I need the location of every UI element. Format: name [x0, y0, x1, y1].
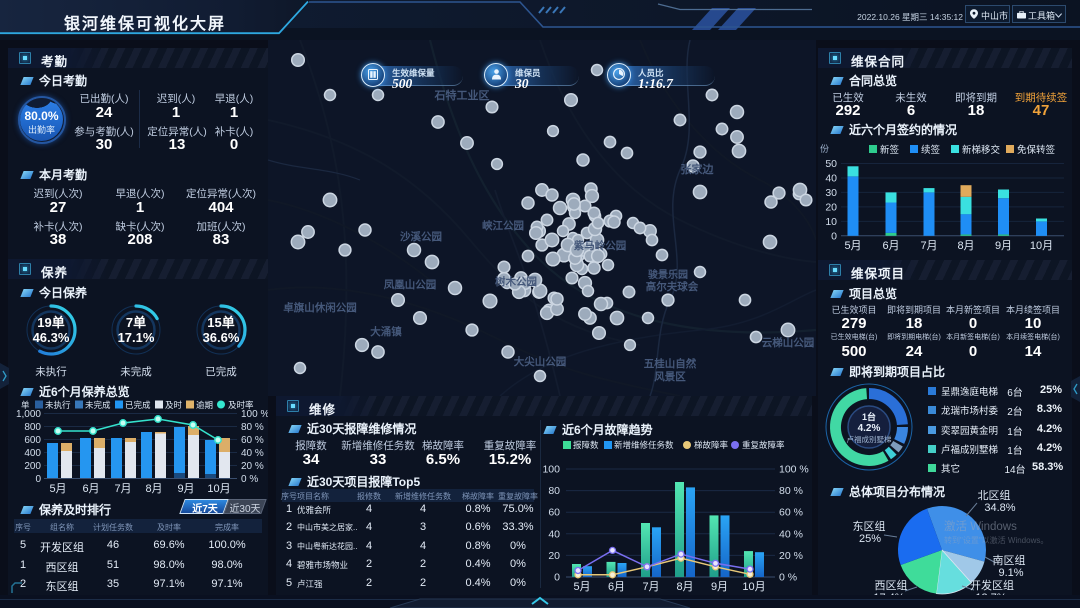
svg-text:7月: 7月 [920, 240, 937, 252]
svg-text:40: 40 [825, 173, 837, 185]
svg-text:已完成: 已完成 [125, 400, 151, 410]
svg-text:开发区组: 开发区组 [970, 578, 1014, 592]
svg-text:10: 10 [825, 216, 837, 228]
svg-text:6月: 6月 [82, 483, 99, 495]
svg-text:10月: 10月 [207, 483, 230, 495]
svg-text:激活 Windows: 激活 Windows [944, 519, 1017, 533]
svg-text:五桂山自然: 五桂山自然 [644, 357, 697, 370]
svg-text:逾期: 逾期 [196, 400, 213, 410]
svg-text:西区组: 西区组 [875, 578, 908, 592]
svg-text:8月: 8月 [957, 240, 974, 252]
svg-text:沙溪公园: 沙溪公园 [400, 230, 442, 243]
svg-text:未执行: 未执行 [45, 400, 71, 410]
svg-text:50: 50 [825, 158, 837, 170]
svg-text:7单: 7单 [126, 315, 146, 330]
svg-text:25%: 25% [859, 533, 881, 545]
svg-text:转到"设置"以激活 Windows。: 转到"设置"以激活 Windows。 [944, 535, 1048, 545]
svg-text:北区组: 北区组 [978, 490, 1011, 502]
svg-text:30: 30 [825, 187, 837, 199]
svg-text:5月: 5月 [573, 581, 590, 593]
svg-text:100 %: 100 % [779, 464, 809, 476]
svg-text:单: 单 [21, 400, 30, 410]
svg-text:8月: 8月 [676, 581, 693, 593]
svg-text:未完成: 未完成 [85, 400, 111, 410]
svg-text:凤凰山公园: 凤凰山公园 [384, 278, 437, 291]
svg-text:南区组: 南区组 [993, 553, 1026, 567]
svg-text:7月: 7月 [642, 581, 659, 593]
svg-text:卢福成别墅梯: 卢福成别墅梯 [847, 434, 892, 444]
svg-text:大涌镇: 大涌镇 [370, 325, 402, 338]
svg-text:石特工业区: 石特工业区 [434, 88, 490, 102]
svg-text:20 %: 20 % [241, 461, 264, 472]
svg-text:9月: 9月 [711, 581, 728, 593]
svg-text:东区组: 东区组 [853, 519, 886, 533]
svg-text:大尖山公园: 大尖山公园 [514, 355, 567, 368]
svg-text:600: 600 [24, 435, 41, 446]
svg-text:报障数: 报障数 [573, 440, 599, 450]
svg-text:5月: 5月 [844, 240, 861, 252]
svg-text:张家边: 张家边 [681, 162, 715, 176]
svg-text:17.1%: 17.1% [118, 330, 155, 345]
svg-text:峡江公园: 峡江公园 [482, 219, 524, 232]
svg-text:紫马岭公园: 紫马岭公园 [574, 239, 627, 252]
svg-text:9.1%: 9.1% [998, 567, 1023, 579]
svg-text:5月: 5月 [49, 483, 66, 495]
svg-text:80: 80 [548, 485, 560, 497]
svg-text:80 %: 80 % [241, 422, 264, 433]
svg-text:9月: 9月 [995, 240, 1012, 252]
svg-text:重复故障率: 重复故障率 [742, 440, 785, 450]
svg-text:树木公园: 树木公园 [495, 275, 537, 288]
svg-text:骏景乐园: 骏景乐园 [648, 268, 688, 281]
svg-text:20: 20 [825, 201, 837, 213]
svg-text:0: 0 [554, 572, 560, 584]
svg-text:60: 60 [548, 507, 560, 519]
svg-text:梯故障率: 梯故障率 [694, 440, 729, 450]
svg-text:风景区: 风景区 [654, 370, 686, 383]
svg-text:0 %: 0 % [779, 572, 797, 584]
svg-text:60 %: 60 % [779, 507, 803, 519]
svg-text:20 %: 20 % [779, 550, 803, 562]
svg-text:60 %: 60 % [241, 435, 264, 446]
svg-text:10月: 10月 [742, 581, 765, 593]
svg-text:1,000: 1,000 [16, 409, 41, 420]
svg-text:及时率: 及时率 [228, 400, 254, 410]
svg-text:6月: 6月 [882, 240, 899, 252]
svg-text:免保转签: 免保转签 [1017, 144, 1056, 156]
svg-text:云梯山公园: 云梯山公园 [762, 336, 815, 349]
svg-text:20: 20 [548, 550, 560, 562]
svg-text:15单: 15单 [207, 315, 234, 330]
svg-text:10月: 10月 [1030, 240, 1053, 252]
svg-text:卓旗山休闲公园: 卓旗山休闲公园 [283, 301, 357, 314]
svg-text:100 %: 100 % [241, 409, 268, 420]
svg-text:1台: 1台 [862, 411, 876, 422]
svg-text:及时: 及时 [165, 400, 183, 410]
svg-text:200: 200 [24, 461, 41, 472]
svg-text:8月: 8月 [145, 483, 162, 495]
svg-text:高尔夫球会: 高尔夫球会 [646, 280, 699, 293]
svg-text:40 %: 40 % [779, 528, 803, 540]
svg-text:9月: 9月 [177, 483, 194, 495]
svg-text:46.3%: 46.3% [33, 330, 70, 345]
svg-text:100: 100 [542, 464, 560, 476]
svg-text:4.2%: 4.2% [858, 423, 881, 434]
svg-text:6月: 6月 [608, 581, 625, 593]
svg-text:800: 800 [24, 422, 41, 433]
svg-text:新梯移交: 新梯移交 [962, 144, 1001, 156]
svg-text:续签: 续签 [921, 144, 941, 156]
svg-text:400: 400 [24, 448, 41, 459]
svg-text:80 %: 80 % [779, 485, 803, 497]
svg-text:0: 0 [35, 474, 41, 485]
svg-text:新签: 新签 [880, 144, 900, 156]
svg-text:0 %: 0 % [241, 474, 258, 485]
svg-text:36.6%: 36.6% [203, 330, 240, 345]
svg-text:7月: 7月 [114, 483, 131, 495]
svg-text:40 %: 40 % [241, 448, 264, 459]
svg-text:40: 40 [548, 528, 560, 540]
svg-text:份: 份 [820, 143, 829, 154]
svg-text:新增维修任务数: 新增维修任务数 [614, 440, 674, 450]
svg-text:34.8%: 34.8% [984, 502, 1015, 514]
svg-text:0: 0 [831, 230, 837, 242]
svg-text:19单: 19单 [37, 315, 64, 330]
